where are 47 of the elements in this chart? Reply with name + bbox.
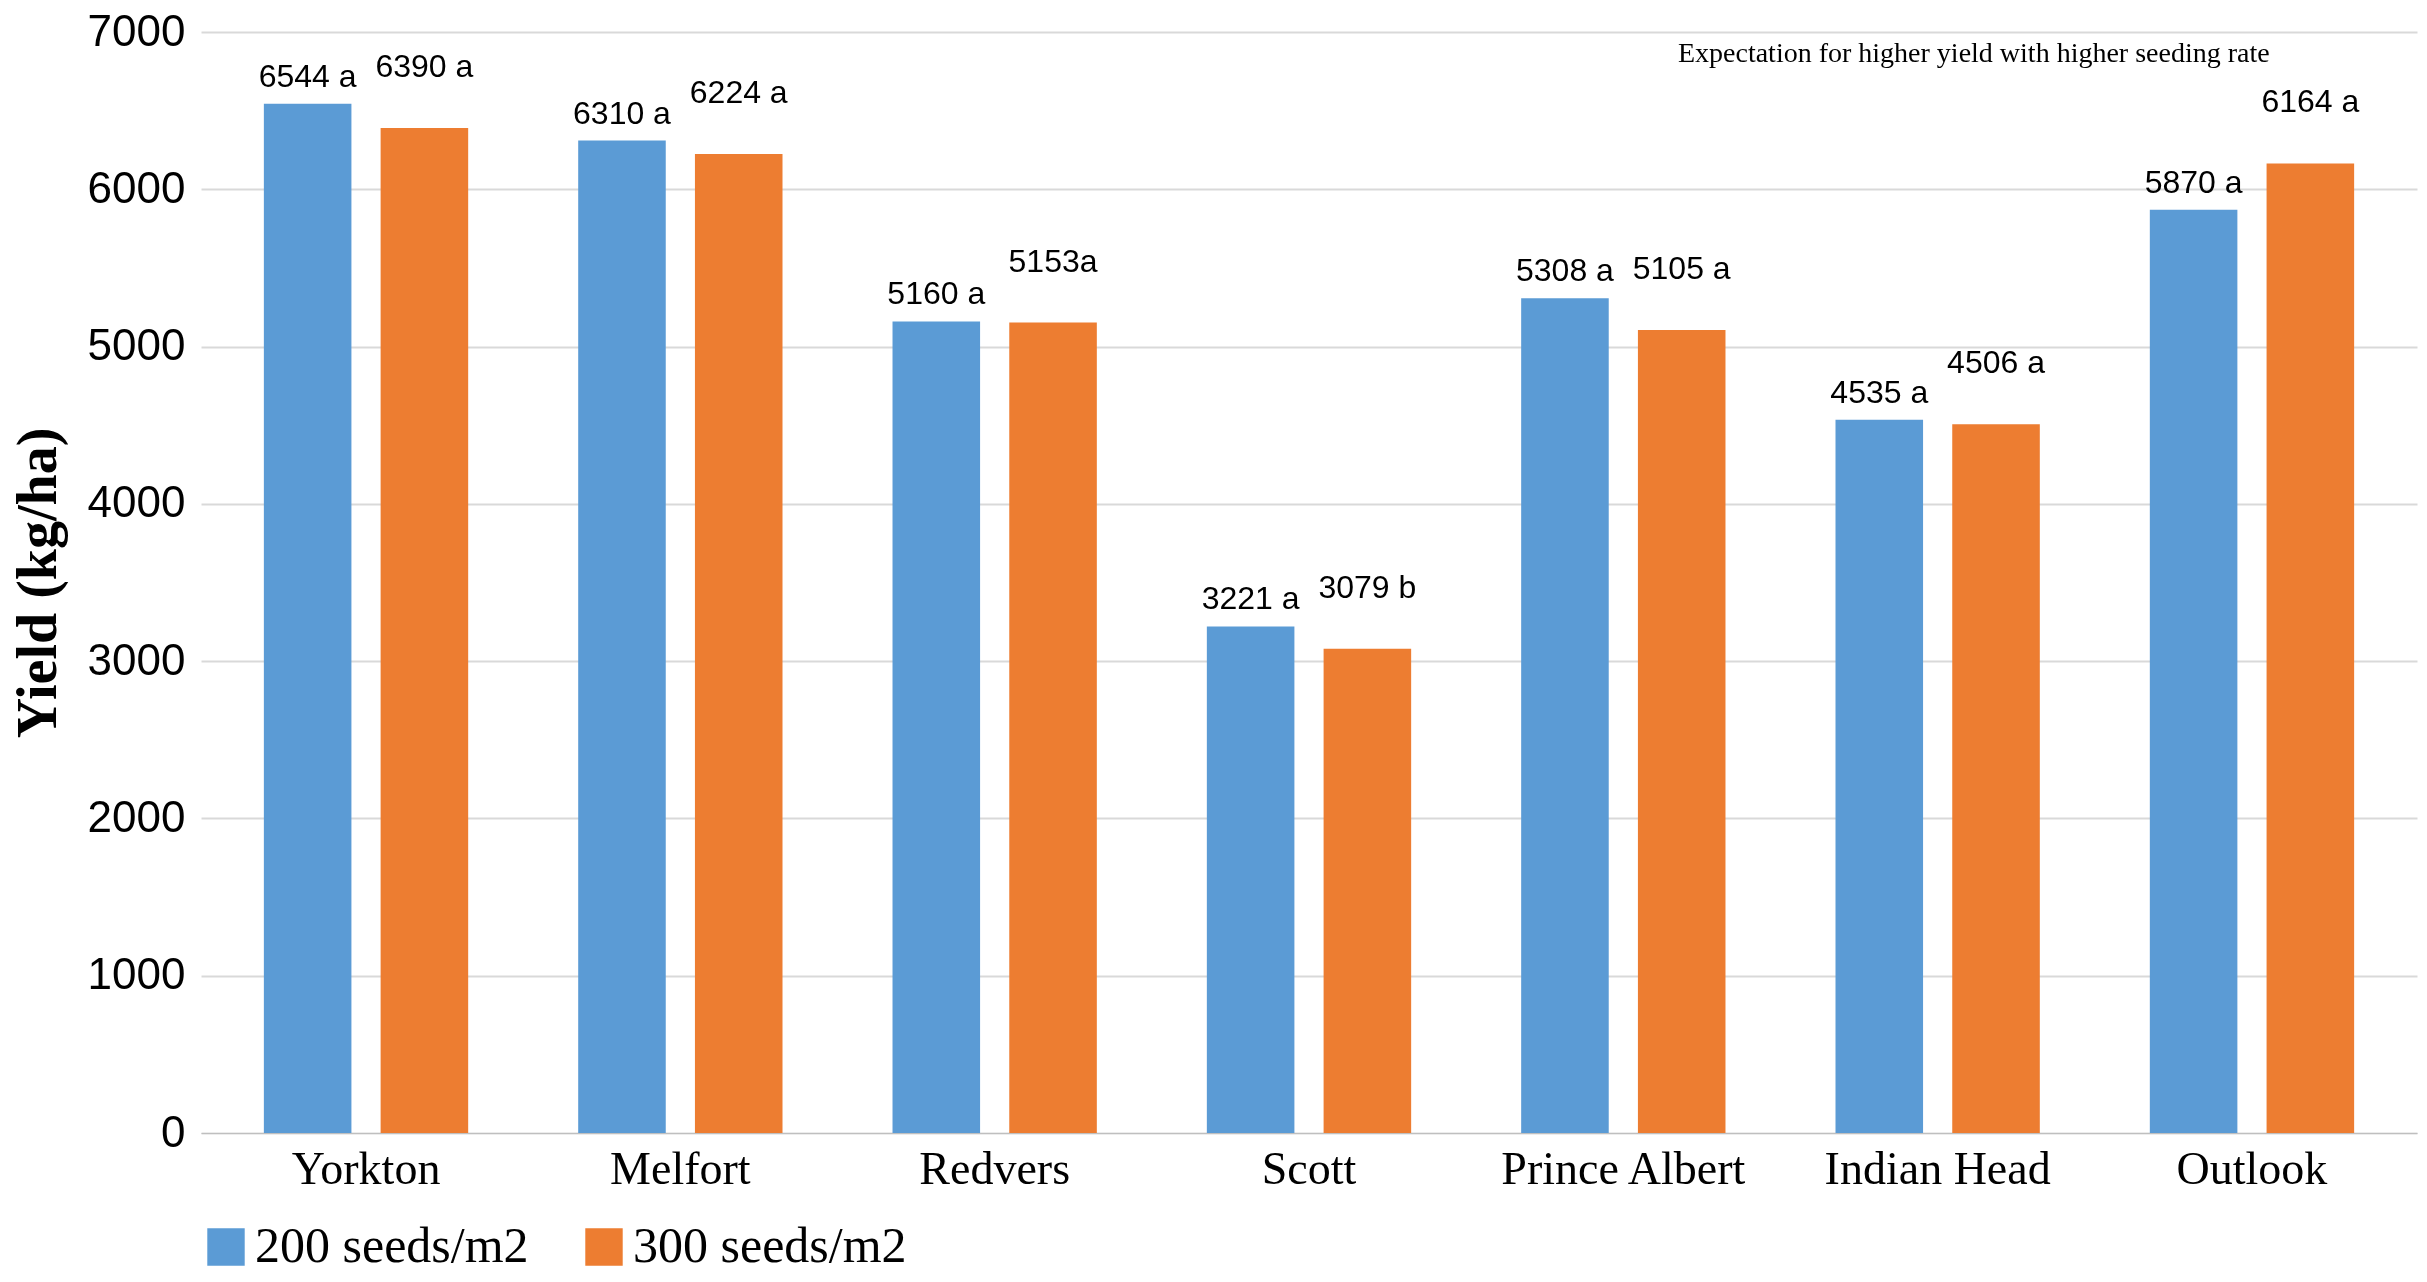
- x-tick-label: Redvers: [919, 1142, 1071, 1194]
- data-label: 4506 a: [1947, 344, 2046, 381]
- data-label: 5870 a: [2144, 163, 2243, 200]
- bar: [1952, 424, 2040, 1133]
- legend-label: 300 seeds/m2: [633, 1217, 907, 1273]
- bar: [2149, 209, 2238, 1133]
- x-tick-label: Yorkton: [291, 1142, 441, 1194]
- bar: [2266, 163, 2355, 1133]
- data-label: 5308 a: [1516, 252, 1615, 289]
- bar: [263, 103, 352, 1133]
- data-label: 6310 a: [573, 94, 672, 131]
- x-tick-label: Indian Head: [1824, 1142, 2051, 1194]
- x-tick-label: Prince Albert: [1501, 1142, 1746, 1194]
- data-label: 3079 b: [1318, 568, 1417, 605]
- data-label: 6164 a: [2261, 83, 2360, 120]
- y-tick-label: 2000: [87, 791, 186, 841]
- data-label: 5160 a: [887, 275, 986, 312]
- data-label: 5105 a: [1632, 250, 1731, 287]
- bar: [1835, 419, 1924, 1133]
- y-tick-label: 6000: [87, 162, 186, 212]
- data-label: 4535 a: [1830, 373, 1929, 410]
- data-label: 3221 a: [1201, 580, 1300, 617]
- bar: [1323, 648, 1412, 1133]
- data-label: 6390 a: [375, 47, 474, 84]
- y-tick-label: 1000: [87, 949, 186, 999]
- bar: [1009, 322, 1097, 1133]
- bar: [380, 127, 469, 1133]
- y-tick-label: 3000: [87, 634, 186, 684]
- data-label: 6544 a: [258, 57, 357, 94]
- x-tick-label: Scott: [1261, 1142, 1357, 1194]
- bar: [1206, 626, 1295, 1133]
- y-tick-label: 0: [161, 1106, 186, 1156]
- bar: [1637, 330, 1726, 1133]
- annotation: Expectation for higher yield with higher seeding rate: [1677, 37, 2270, 68]
- x-tick-label: Melfort: [610, 1142, 751, 1194]
- y-tick-label: 7000: [87, 5, 186, 55]
- data-label: 5153a: [1008, 242, 1098, 279]
- data-label: 6224 a: [689, 74, 788, 111]
- bar: [1521, 298, 1609, 1133]
- bar: [578, 140, 666, 1133]
- y-tick-label: 4000: [87, 477, 186, 527]
- y-axis-title: Yield (kg/ha): [5, 427, 69, 739]
- bar: [694, 154, 783, 1133]
- y-tick-label: 5000: [87, 320, 186, 370]
- x-tick-label: Outlook: [2176, 1142, 2328, 1194]
- legend-label: 200 seeds/m2: [255, 1217, 529, 1273]
- bar: [892, 321, 981, 1133]
